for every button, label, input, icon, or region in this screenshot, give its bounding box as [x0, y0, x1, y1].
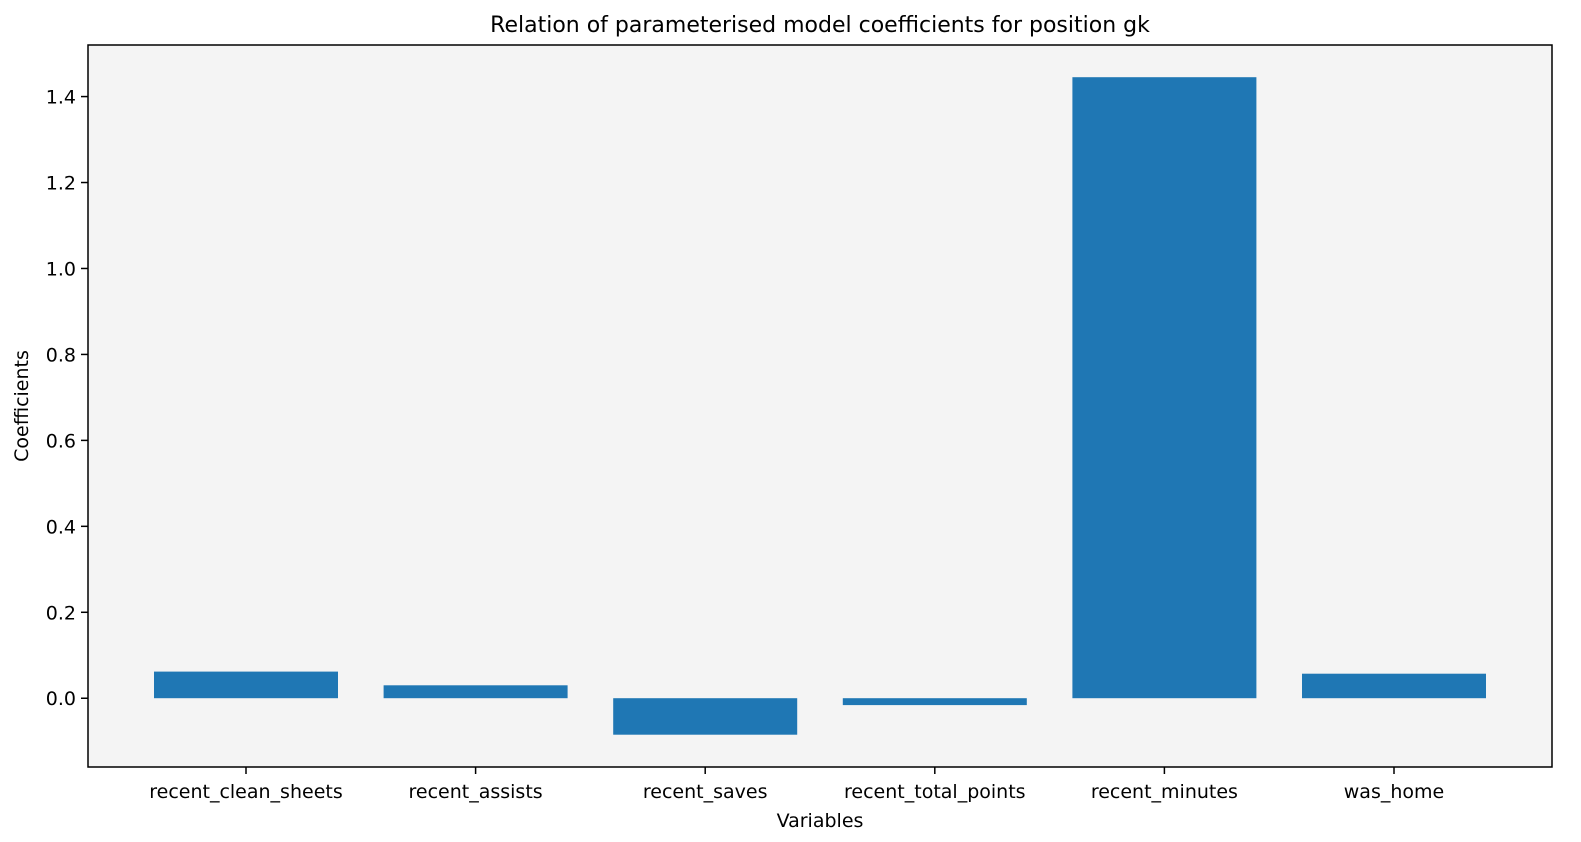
x-tick-label: recent_total_points: [844, 781, 1026, 803]
bar-was-home: [1302, 673, 1486, 699]
y-tick-label: 0.4: [46, 516, 76, 538]
y-tick-label: 0.6: [46, 430, 76, 452]
bar-recent-assists: [383, 685, 568, 699]
y-ticks-group: 0.0 0.2 0.4 0.6 0.8 1.0 1.2 1.4: [46, 87, 88, 710]
x-tick-label: recent_assists: [409, 781, 543, 803]
bars-group: [154, 77, 1486, 735]
x-tick-label: was_home: [1344, 781, 1444, 803]
x-axis-label: Variables: [777, 810, 864, 832]
y-tick-label: 0.2: [46, 602, 76, 624]
x-tick-label: recent_clean_sheets: [149, 781, 342, 803]
y-tick-label: 1.2: [46, 173, 76, 195]
x-ticks-group: recent_clean_sheets recent_assists recent_…: [149, 767, 1444, 803]
chart-title: Relation of parameterised model coeffici…: [490, 13, 1150, 38]
y-tick-label: 1.0: [46, 258, 76, 280]
bar-recent-clean-sheets: [154, 671, 338, 699]
y-tick-label: 0.0: [46, 688, 76, 710]
y-axis-label: Coefficients: [11, 350, 33, 462]
plot-background: [88, 45, 1552, 767]
bar-recent-saves: [613, 698, 798, 735]
bar-recent-total-points: [842, 698, 1027, 706]
plot-frame: [87, 44, 1553, 768]
bar-recent-minutes: [1072, 77, 1257, 699]
x-tick-label: recent_minutes: [1091, 781, 1238, 803]
x-tick-label: recent_saves: [643, 781, 768, 803]
y-tick-label: 1.4: [46, 87, 76, 109]
y-tick-label: 0.8: [46, 344, 76, 366]
